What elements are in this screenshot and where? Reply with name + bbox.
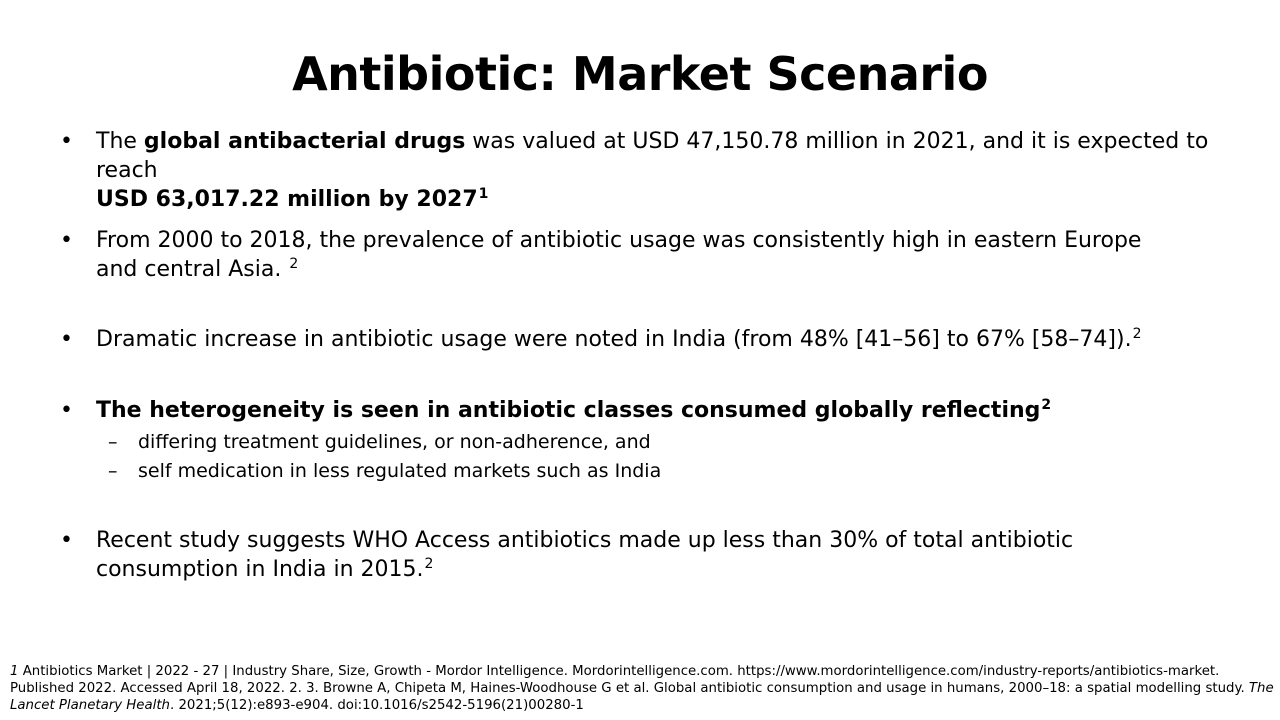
bullet-who-access: • Recent study suggests WHO Access antib… [60,526,1206,584]
bullet-text: The heterogeneity is seen in antibiotic … [96,398,1041,423]
bullet-marker: • [60,228,73,253]
bullet-text-mid: was valued at USD 47,150.78 million in 2… [96,129,1209,183]
sub-bullet-list: – differing treatment guidelines, or non… [108,428,1208,486]
bullet-marker: • [60,398,73,423]
sub-bullet-item: – self medication in less regulated mark… [108,457,1208,486]
slide-title: Antibiotic: Market Scenario [292,47,988,101]
bullet-text: Recent study suggests WHO Access antibio… [96,528,1074,582]
footer-journal-name: The Lancet Planetary Health [10,681,1274,713]
bullet-global-market: • The global antibacterial drugs was val… [60,127,1226,214]
bullet-prevalence: • From 2000 to 2018, the prevalence of a… [60,226,1176,284]
footer-ref-number: 1 [10,664,19,679]
bullet-text-bold-value: USD 63,017.22 million by 2027 [96,187,478,212]
references-footer: 1 Antibiotics Market | 2022 - 27 | Indus… [10,663,1275,714]
reference-superscript: 2 [1041,397,1052,413]
reference-superscript: 1 [478,186,489,202]
reference-superscript: 2 [1132,326,1142,342]
sub-bullet-marker: – [108,431,118,453]
sub-bullet-marker: – [108,460,118,482]
bullet-heterogeneity: • The heterogeneity is seen in antibioti… [60,396,1226,425]
footer-ref-tail: . 2021;5(12):e893-e904. doi:10.1016/s254… [169,698,584,713]
bullet-marker: • [60,129,73,154]
bullet-text-bold: global antibacterial drugs [143,129,466,154]
footer-ref-text: Antibiotics Market | 2022 - 27 | Industr… [10,664,1249,696]
bullet-text-pre: The [96,129,144,154]
bullet-marker: • [60,528,73,553]
reference-superscript: 2 [289,256,299,272]
bullet-text: Dramatic increase in antibiotic usage we… [96,327,1132,352]
bullet-india-increase: • Dramatic increase in antibiotic usage … [60,325,1226,354]
sub-bullet-item: – differing treatment guidelines, or non… [108,428,1208,457]
sub-bullet-text: differing treatment guidelines, or non-a… [138,431,651,453]
bullet-list: • The global antibacterial drugs was val… [60,127,1226,584]
bullet-marker: • [60,327,73,352]
bullet-text: From 2000 to 2018, the prevalence of ant… [96,228,1142,282]
reference-superscript: 2 [424,556,434,572]
sub-bullet-text: self medication in less regulated market… [138,460,662,482]
